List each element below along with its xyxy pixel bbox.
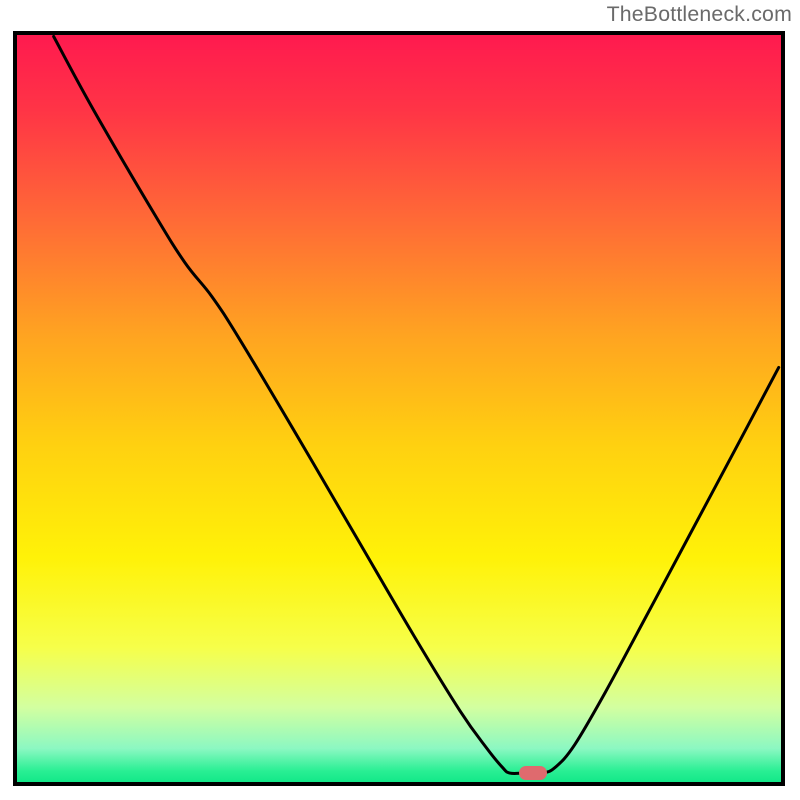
watermark-text: TheBottleneck.com	[607, 2, 792, 27]
bottleneck-curve	[54, 36, 779, 773]
optimal-point-marker	[519, 766, 547, 780]
curve-svg	[17, 35, 781, 782]
optimal-point-pill	[519, 766, 547, 780]
chart-container: TheBottleneck.com	[0, 0, 800, 800]
plot-area	[13, 31, 785, 786]
